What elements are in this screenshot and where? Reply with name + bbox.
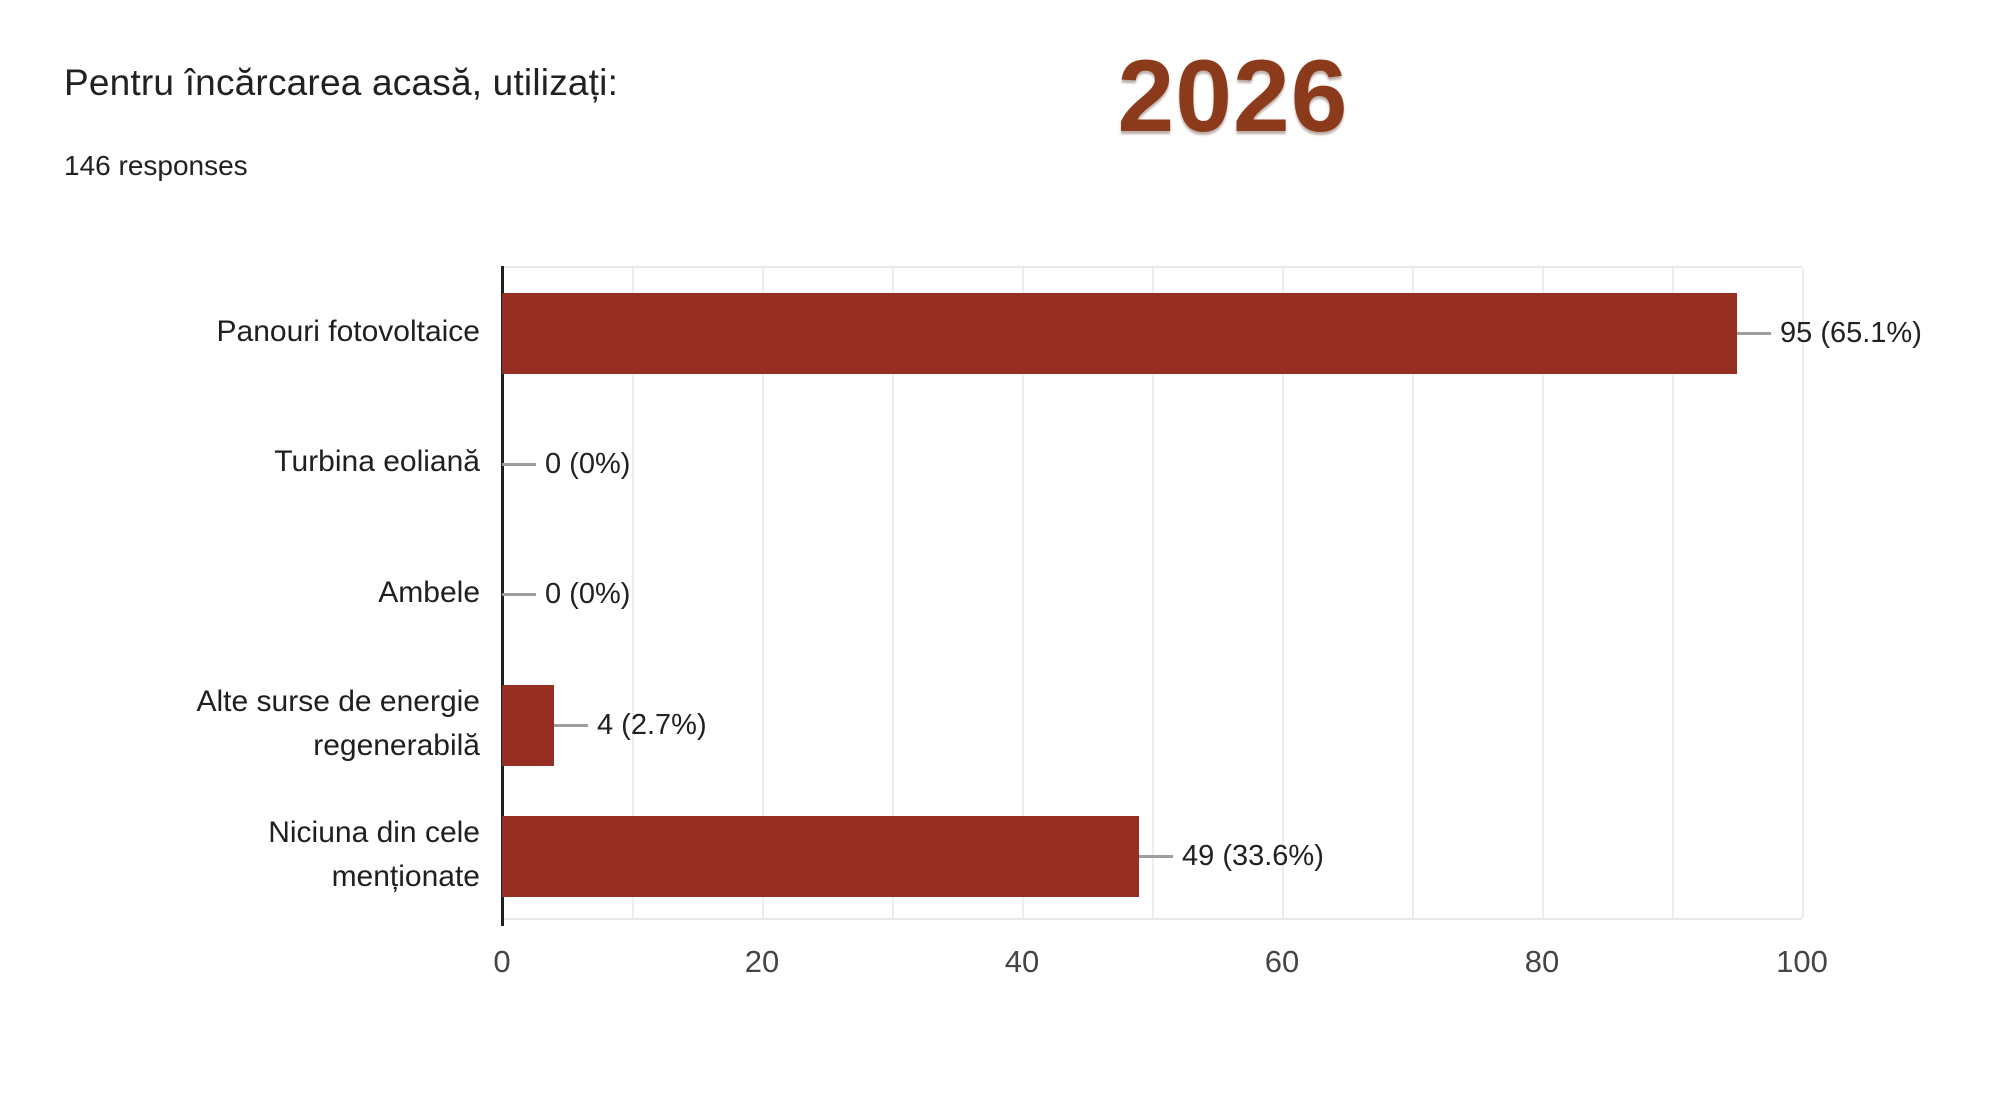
x-tick-label: 0 <box>493 944 511 979</box>
callout-connector-line <box>502 593 536 597</box>
value-label: 0 (0%) <box>545 578 631 611</box>
value-callout: 49 (33.6%) <box>1139 839 1324 875</box>
year-overlay: 2026 <box>1117 39 1349 153</box>
category-label: Turbina eoliană <box>274 445 480 479</box>
value-callout: 0 (0%) <box>502 577 630 613</box>
plot-area: 95 (65.1%) 0 (0%) 0 (0%) 4 (2.7%) 49 (33.6%) <box>501 266 1922 926</box>
bar-row: 95 (65.1%) <box>502 268 1922 399</box>
gridline <box>1282 268 1284 918</box>
category-label: Alte surse de energie regenerabilă <box>196 685 480 762</box>
category-label: Niciuna din cele menționate <box>268 816 480 893</box>
x-tick-label: 60 <box>1264 944 1300 979</box>
value-callout: 0 (0%) <box>502 446 630 482</box>
x-tick-label: 100 <box>1776 944 1828 979</box>
gridline <box>762 268 764 918</box>
value-callout: 95 (65.1%) <box>1737 315 1922 351</box>
bar-1 <box>502 292 1737 374</box>
responses-count: 146 responses <box>64 150 248 181</box>
bar-row: 49 (33.6%) <box>502 791 1802 922</box>
bar-row: 0 (0%) <box>502 530 1802 661</box>
category-labels-column: Panouri fotovoltaice Turbina eoliană Ambel… <box>30 266 490 920</box>
bar-4 <box>502 685 554 767</box>
bar-row: 0 (0%) <box>502 399 1802 530</box>
bar-5 <box>502 816 1139 898</box>
value-callout: 4 (2.7%) <box>554 708 707 744</box>
callout-connector-line <box>502 462 536 466</box>
x-tick-label: 40 <box>1004 944 1040 979</box>
x-axis-tick-labels: 0 20 40 60 80 100 <box>493 944 1827 1004</box>
gridline <box>892 268 894 918</box>
bar-row: 4 (2.7%) <box>502 660 1802 791</box>
x-tick-label: 80 <box>1524 944 1560 979</box>
value-label: 95 (65.1%) <box>1780 316 1922 349</box>
gridline <box>1542 268 1544 918</box>
gridline <box>1412 268 1414 918</box>
gridline <box>1022 268 1024 918</box>
category-label: Panouri fotovoltaice <box>216 314 481 348</box>
gridline <box>1152 268 1154 918</box>
callout-connector-line <box>554 724 588 728</box>
category-label: Ambele <box>378 576 480 610</box>
gridline <box>632 268 634 918</box>
gridline <box>1802 268 1804 918</box>
callout-connector-line <box>1737 331 1771 335</box>
value-label: 4 (2.7%) <box>597 709 707 742</box>
x-tick-label: 20 <box>744 944 780 979</box>
value-label: 0 (0%) <box>545 447 631 480</box>
bar-chart: Panouri fotovoltaice Turbina eoliană Ambel… <box>0 266 2000 1106</box>
callout-connector-line <box>1139 855 1173 859</box>
question-title: Pentru încărcarea acasă, utilizați: <box>64 62 619 103</box>
value-label: 49 (33.6%) <box>1182 840 1324 873</box>
gridline <box>1672 268 1674 918</box>
